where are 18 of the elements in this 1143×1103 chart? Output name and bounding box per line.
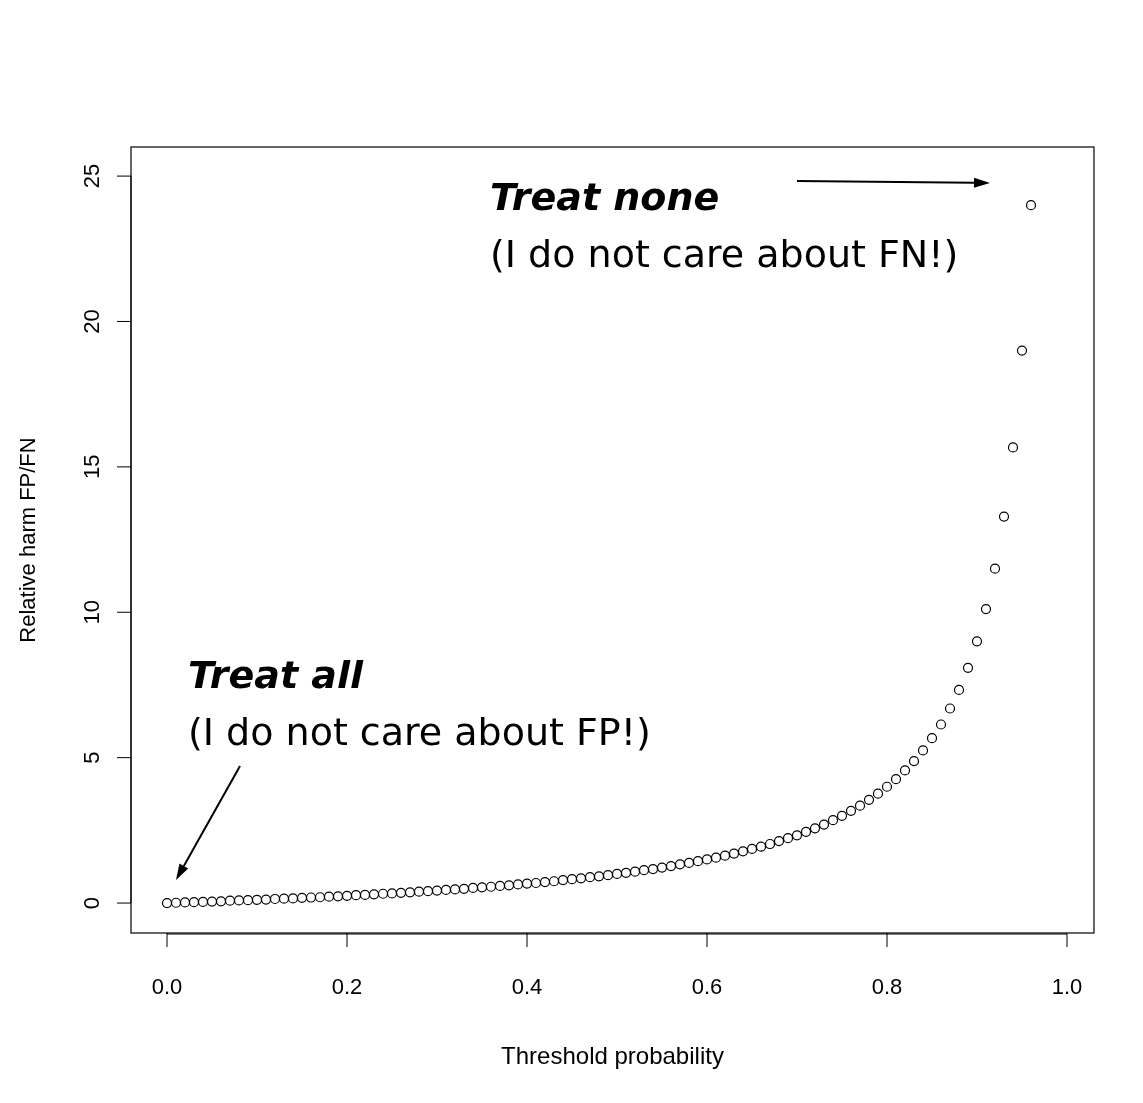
x-tick-label: 0.8 <box>871 974 903 999</box>
y-tick-label: 15 <box>79 454 104 480</box>
annotation: Treat none <box>490 175 720 219</box>
annotation: Treat all <box>188 653 364 697</box>
annotation: (I do not care about FP!) <box>188 710 651 754</box>
x-tick-label: 0.6 <box>691 974 723 999</box>
x-tick-label: 1.0 <box>1051 974 1083 999</box>
x-axis-title: Threshold probability <box>501 1042 724 1069</box>
y-tick-label: 20 <box>79 309 104 334</box>
y-tick-label: 10 <box>79 600 104 625</box>
y-tick-label: 5 <box>79 751 104 764</box>
x-tick-label: 0.2 <box>331 974 363 999</box>
y-tick-label: 0 <box>79 896 104 910</box>
annotation: (I do not care about FN!) <box>490 232 959 276</box>
x-tick-label: 0.4 <box>511 974 543 999</box>
x-tick-label: 0.0 <box>151 974 183 999</box>
y-axis-title: Relative harm FP/FN <box>15 437 40 643</box>
y-tick-label: 25 <box>79 163 104 189</box>
